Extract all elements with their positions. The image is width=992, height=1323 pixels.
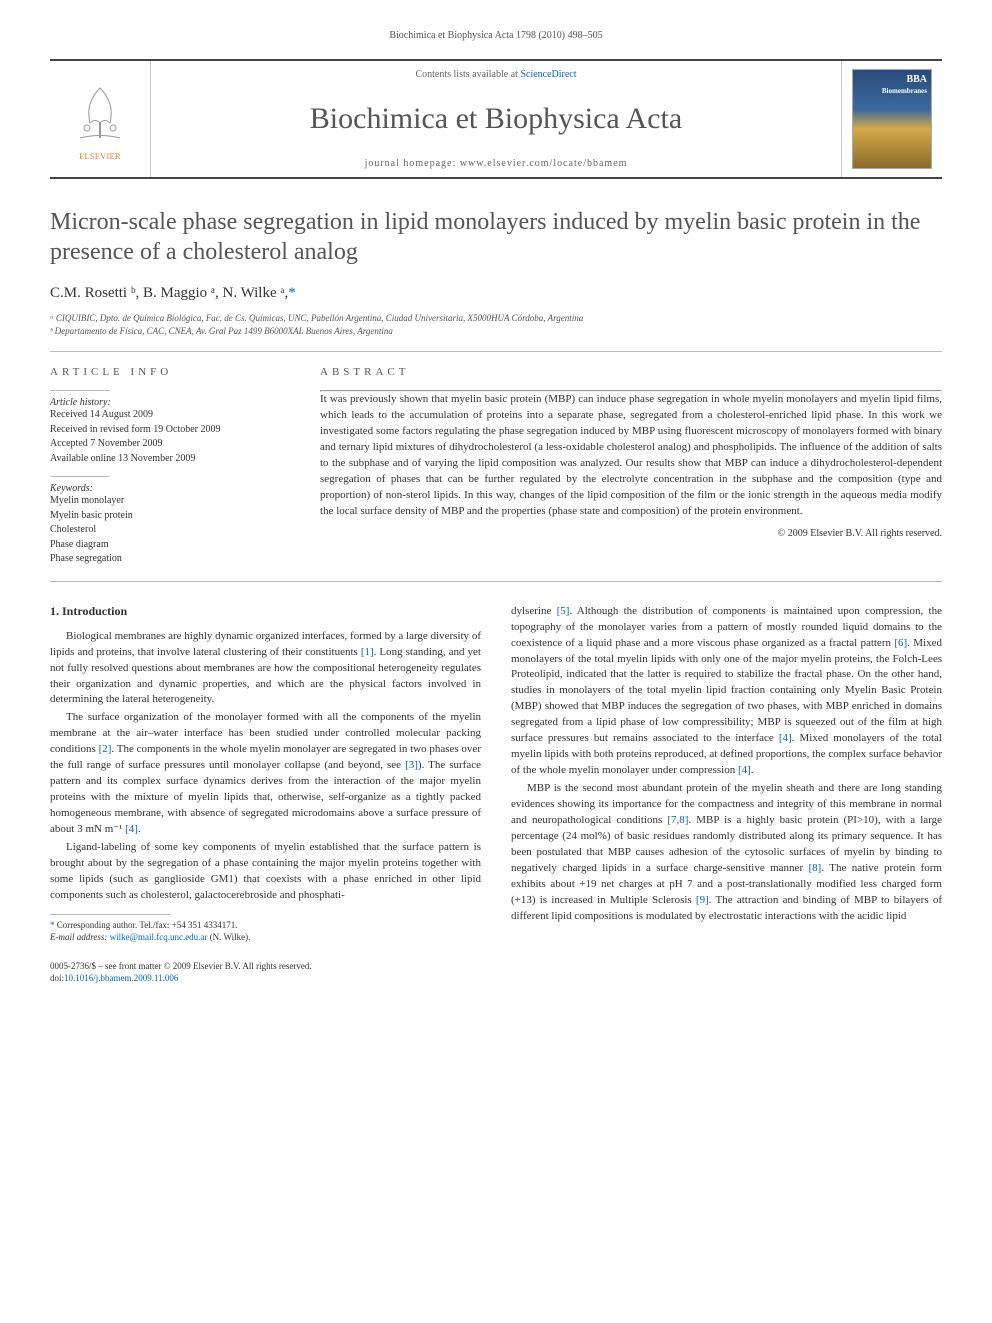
- star-icon: *: [50, 920, 55, 930]
- ref-link[interactable]: [6]: [894, 637, 907, 649]
- affiliations: ᵃ CIQUIBIC, Dpto. de Química Biológica, …: [50, 312, 942, 337]
- cover-tag-bottom: Biomembranes: [882, 87, 927, 95]
- article-info-heading: ARTICLE INFO: [50, 366, 280, 378]
- article-history-block: Article history: Received 14 August 2009…: [50, 390, 280, 466]
- info-abstract-row: ARTICLE INFO Article history: Received 1…: [50, 366, 942, 567]
- keyword: Myelin monolayer: [50, 494, 280, 509]
- body-columns: 1. Introduction Biological membranes are…: [50, 604, 942, 944]
- cover-tag-top: BBA: [906, 74, 927, 85]
- email-link[interactable]: wilke@mail.fcq.unc.edu.ar: [110, 932, 208, 942]
- affiliation-a: ᵃ CIQUIBIC, Dpto. de Química Biológica, …: [50, 312, 942, 325]
- authors-line: C.M. Rosetti ᵇ, B. Maggio ᵃ, N. Wilke ᵃ,…: [50, 285, 942, 302]
- homepage-line: journal homepage: www.elsevier.com/locat…: [151, 158, 841, 169]
- accepted-line: Accepted 7 November 2009: [50, 437, 280, 452]
- article-title: Micron-scale phase segregation in lipid …: [50, 207, 942, 267]
- ref-link[interactable]: [4]: [779, 732, 792, 744]
- history-label: Article history:: [50, 397, 280, 408]
- paragraph: Ligand-labeling of some key components o…: [50, 840, 481, 904]
- doi-link[interactable]: 10.1016/j.bbamem.2009.11.006: [64, 973, 178, 983]
- doi-line: doi:10.1016/j.bbamem.2009.11.006: [50, 972, 942, 985]
- keyword: Myelin basic protein: [50, 509, 280, 524]
- masthead-center: Contents lists available at ScienceDirec…: [150, 61, 842, 177]
- keywords-block: Keywords: Myelin monolayer Myelin basic …: [50, 476, 280, 567]
- paragraph: MBP is the second most abundant protein …: [511, 781, 942, 924]
- email-label: E-mail address:: [50, 932, 110, 942]
- corresponding-footnote: * Corresponding author. Tel./fax: +54 35…: [50, 919, 481, 932]
- cover-tag: BBA Biomembranes: [882, 74, 927, 96]
- mini-divider: [50, 476, 110, 477]
- online-line: Available online 13 November 2009: [50, 452, 280, 467]
- email-suffix: (N. Wilke).: [207, 932, 250, 942]
- ref-link[interactable]: [4]: [125, 823, 138, 835]
- keyword: Cholesterol: [50, 523, 280, 538]
- ref-link[interactable]: [8]: [809, 862, 822, 874]
- ref-link[interactable]: [2]: [99, 743, 112, 755]
- corresponding-marker: *: [288, 285, 296, 301]
- masthead: ELSEVIER Contents lists available at Sci…: [50, 59, 942, 179]
- paragraph: The surface organization of the monolaye…: [50, 710, 481, 838]
- publisher-name: ELSEVIER: [79, 152, 121, 161]
- paragraph: dylserine [5]. Although the distribution…: [511, 604, 942, 779]
- ref-link[interactable]: [9]: [696, 894, 709, 906]
- ref-link[interactable]: [4]: [738, 764, 751, 776]
- keyword: Phase segregation: [50, 552, 280, 567]
- divider: [50, 581, 942, 582]
- abstract-text: It was previously shown that myelin basi…: [320, 392, 942, 520]
- right-column: dylserine [5]. Although the distribution…: [511, 604, 942, 944]
- divider: [50, 351, 942, 352]
- paragraph: Biological membranes are highly dynamic …: [50, 629, 481, 709]
- keywords-label: Keywords:: [50, 483, 280, 494]
- ref-link[interactable]: [5]: [557, 605, 570, 617]
- corr-text: Corresponding author. Tel./fax: +54 351 …: [57, 920, 238, 930]
- cover-thumbnail: BBA Biomembranes: [852, 69, 932, 169]
- received-line: Received 14 August 2009: [50, 408, 280, 423]
- ref-link[interactable]: [1]: [361, 646, 374, 658]
- contents-prefix: Contents lists available at: [415, 69, 520, 80]
- keyword: Phase diagram: [50, 538, 280, 553]
- authors-text: C.M. Rosetti ᵇ, B. Maggio ᵃ, N. Wilke ᵃ,: [50, 285, 288, 301]
- running-header: Biochimica et Biophysica Acta 1798 (2010…: [50, 30, 942, 41]
- mini-divider: [50, 390, 110, 391]
- elsevier-tree-icon: [65, 78, 135, 148]
- abstract-copyright: © 2009 Elsevier B.V. All rights reserved…: [320, 528, 942, 539]
- left-column: 1. Introduction Biological membranes are…: [50, 604, 481, 944]
- cover-thumbnail-container: BBA Biomembranes: [842, 61, 942, 177]
- revised-line: Received in revised form 19 October 2009: [50, 423, 280, 438]
- homepage-url: www.elsevier.com/locate/bbamem: [460, 158, 628, 169]
- section-heading: 1. Introduction: [50, 604, 481, 619]
- abstract-heading: ABSTRACT: [320, 366, 942, 378]
- contents-line: Contents lists available at ScienceDirec…: [151, 69, 841, 80]
- doi-prefix: doi:: [50, 973, 64, 983]
- homepage-prefix: journal homepage:: [365, 158, 460, 169]
- journal-title: Biochimica et Biophysica Acta: [151, 102, 841, 136]
- publisher-logo: ELSEVIER: [50, 61, 150, 177]
- email-footnote: E-mail address: wilke@mail.fcq.unc.edu.a…: [50, 931, 481, 944]
- abstract-column: ABSTRACT It was previously shown that my…: [320, 366, 942, 567]
- footnote-divider: [50, 914, 170, 915]
- affiliation-b: ᵇ Departamento de Física, CAC, CNEA, Av.…: [50, 325, 942, 338]
- article-info-column: ARTICLE INFO Article history: Received 1…: [50, 366, 280, 567]
- front-matter-line: 0005-2736/$ – see front matter © 2009 El…: [50, 960, 942, 973]
- footer-meta: 0005-2736/$ – see front matter © 2009 El…: [50, 960, 942, 985]
- ref-link[interactable]: [7,8]: [667, 814, 688, 826]
- ref-link[interactable]: [3]: [405, 759, 418, 771]
- sciencedirect-link[interactable]: ScienceDirect: [520, 69, 576, 80]
